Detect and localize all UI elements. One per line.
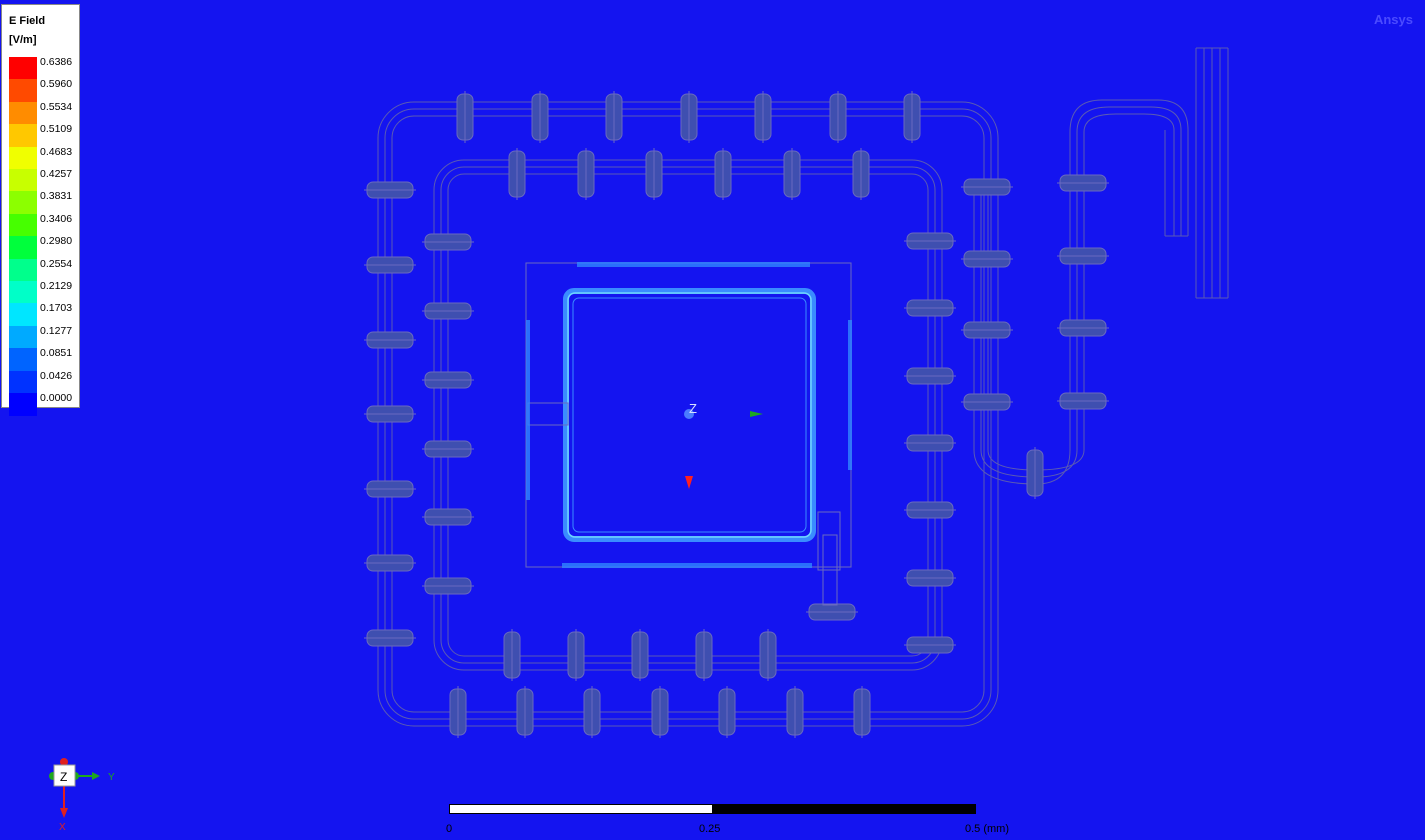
legend-value: 0.1703 xyxy=(40,302,73,315)
scale-label-1: 0.25 xyxy=(699,823,721,835)
legend-swatch xyxy=(9,57,37,80)
legend-swatch xyxy=(9,124,37,147)
triad-x-label: X xyxy=(59,822,66,833)
triad-z-label: Z xyxy=(60,770,67,784)
scene-axis-marker: Z xyxy=(684,401,763,489)
x-axis-arrow-icon xyxy=(60,808,68,818)
legend-value: 0.4257 xyxy=(40,168,73,180)
legend-swatch xyxy=(9,281,37,304)
legend-swatch xyxy=(9,303,37,326)
scene-z-label: Z xyxy=(689,401,697,416)
legend-value: 0.3831 xyxy=(40,190,73,203)
legend-swatch xyxy=(9,393,37,416)
inner-pad xyxy=(525,262,852,606)
y-axis-arrow-icon xyxy=(92,772,100,780)
legend-value: 0.4683 xyxy=(40,145,73,158)
via-blocks xyxy=(364,91,1109,738)
legend-swatch xyxy=(9,101,37,125)
ansys-brand: Ansys xyxy=(1373,12,1413,27)
legend-value: 0.2554 xyxy=(40,257,73,270)
scene-x-arrow-icon xyxy=(685,476,693,489)
legend-swatch xyxy=(9,370,37,394)
legend-swatch xyxy=(9,191,37,214)
orientation-triad[interactable]: Z Y X xyxy=(40,750,130,840)
legend-swatch xyxy=(9,79,37,102)
scale-bar xyxy=(449,804,976,814)
legend-value: 0.1277 xyxy=(40,324,73,337)
e-field-legend[interactable]: E Field [V/m] 0.6386 0.5960 0.5534 0.5109 0.… xyxy=(1,4,80,416)
legend-value: 0.6386 xyxy=(40,56,73,68)
legend-swatch xyxy=(9,348,37,371)
legend-swatch xyxy=(9,146,37,170)
legend-value: 0.5109 xyxy=(40,123,73,136)
legend-title: E Field xyxy=(9,15,46,27)
legend-unit: [V/m] xyxy=(9,34,37,46)
legend-value: 0.5960 xyxy=(40,78,73,91)
scene-y-arrow-icon xyxy=(750,411,763,417)
coil-traces xyxy=(377,47,1229,727)
legend-swatch xyxy=(9,258,37,282)
legend-swatch xyxy=(9,325,37,349)
legend-value: 0.0851 xyxy=(40,347,73,360)
legend-value: 0.3406 xyxy=(40,212,73,225)
triad-y-label: Y xyxy=(108,772,115,783)
legend-value: 0.2980 xyxy=(40,235,73,248)
scale-label-0: 0 xyxy=(446,823,453,835)
legend-value: 0.0426 xyxy=(40,369,73,382)
legend-swatch xyxy=(9,169,37,192)
legend-value: 0.5534 xyxy=(40,100,73,113)
legend-swatch xyxy=(9,213,37,237)
scale-label-2: 0.5 (mm) xyxy=(965,823,1009,835)
legend-swatch xyxy=(9,236,37,259)
legend-value: 0.0000 xyxy=(40,392,73,404)
legend-value: 0.2129 xyxy=(40,280,73,292)
